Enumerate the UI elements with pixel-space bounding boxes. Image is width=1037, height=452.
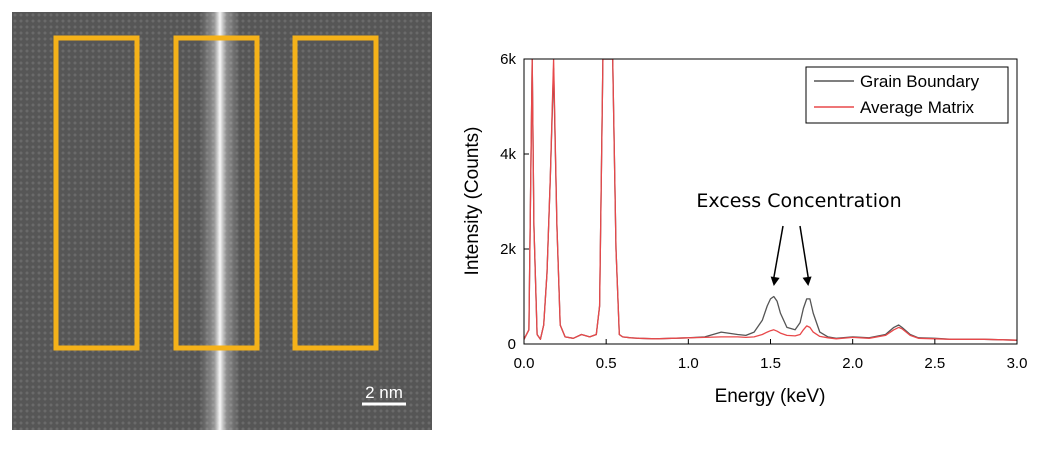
plot-area — [524, 59, 1017, 341]
x-tick-label: 1.0 — [678, 355, 699, 372]
y-tick-label: 0 — [508, 336, 516, 353]
legend: Grain Boundary Average Matrix — [805, 66, 1009, 124]
grain-boundary-line — [200, 12, 240, 430]
roi-box-left — [53, 35, 140, 351]
x-tick-label: 3.0 — [1007, 355, 1028, 372]
roi-box-right — [292, 35, 379, 351]
legend-label-grain-boundary: Grain Boundary — [860, 72, 980, 91]
legend-label-average-matrix: Average Matrix — [860, 98, 975, 117]
stem-micrograph: 2 nm — [12, 12, 432, 430]
x-tick-label: 0.0 — [514, 355, 535, 372]
y-axis-title: Intensity (Counts) — [462, 127, 483, 276]
annotation-arrow — [773, 225, 784, 279]
series-line-average-matrix — [524, 59, 1017, 341]
annotation-arrowhead — [802, 276, 812, 286]
x-axis-title: Energy (keV) — [715, 386, 826, 407]
x-tick-label: 2.5 — [924, 355, 945, 372]
x-tick-label: 2.0 — [842, 355, 863, 372]
annotation: Excess Concentration — [696, 190, 902, 286]
scale-bar-label: 2 nm — [365, 383, 403, 402]
y-tick-label: 4k — [500, 146, 516, 163]
ticks: 0.0 0.5 1.0 1.5 2.0 2.5 3.0 0 2k 4k 6k — [500, 51, 1027, 372]
annotation-arrowhead — [770, 276, 780, 286]
legend-box — [805, 66, 1009, 124]
x-tick-label: 1.5 — [760, 355, 781, 372]
x-tick-label: 0.5 — [596, 355, 617, 372]
y-tick-label: 6k — [500, 51, 516, 68]
roi-box-center — [173, 35, 260, 351]
annotation-arrow — [799, 225, 810, 279]
annotation-text: Excess Concentration — [696, 190, 901, 212]
y-tick-label: 2k — [500, 241, 516, 258]
annotation-arrows — [770, 225, 812, 286]
